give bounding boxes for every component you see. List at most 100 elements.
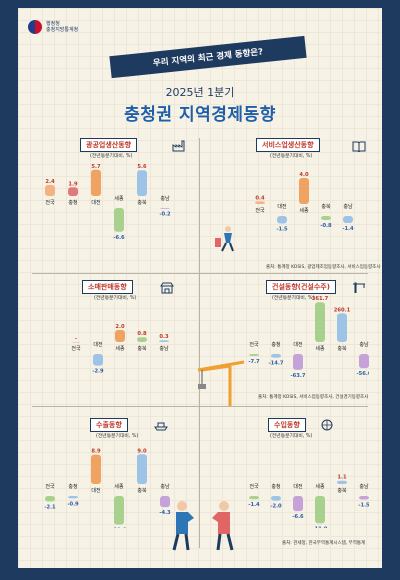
bar-충북 (321, 216, 331, 220)
panel-title: 수출동향 (90, 418, 128, 432)
logo-line2: 충청지방통계청 (46, 27, 79, 33)
bar-충청 (68, 187, 78, 196)
bar-전국 (71, 342, 81, 343)
bar-충청 (271, 354, 281, 358)
panel-unit: (전년동분기대비, %) (90, 154, 133, 159)
category-label: 충남 (160, 483, 170, 490)
panel-unit: (전년동분기대비, %) (94, 296, 137, 301)
category-label: 충청 (271, 341, 280, 348)
category-label: 세종 (315, 345, 325, 352)
panel-source: 출처: 통계청 KOSIS, 광업제조업동향조사, 서비스업동향조사 (266, 265, 381, 270)
value-label: -0.2 (159, 212, 171, 218)
category-label: 충청 (68, 199, 77, 206)
panel-title: 소매판매동향 (82, 280, 133, 294)
logo-line1: 행정청 (46, 21, 60, 27)
panel-unit: (전년동분기대비, %) (270, 434, 313, 439)
bar-세종 (114, 208, 124, 232)
category-label: 충북 (337, 345, 347, 352)
category-label: 대전 (91, 487, 101, 494)
panel-title: 광공업생산동향 (80, 138, 138, 152)
value-label: -1.4 (248, 502, 260, 508)
crane-icon (352, 279, 366, 293)
construction-chart: 전국 -7.7 충청 -14.7 대전 -63.7 세종 361.7 충북 260.1 충남 -56.… (248, 296, 369, 379)
value-label: -7.7 (248, 359, 260, 365)
bar-대전 (93, 354, 103, 366)
value-label: 361.7 (312, 296, 329, 302)
panel-export: 수출동향 (전년동분기대비, %) 전국-2.1충청-0.9대전8.9세종-11… (32, 408, 197, 548)
category-label: 대전 (277, 203, 287, 210)
ship-icon (154, 416, 168, 431)
shop-icon (160, 279, 174, 294)
value-label: 2.4 (45, 179, 55, 185)
value-label: 5.7 (91, 164, 101, 170)
value-label: 0.3 (159, 334, 169, 340)
taegeuk-logo-icon (28, 20, 42, 34)
globe-exchange-icon (320, 416, 334, 431)
category-label: 충남 (359, 341, 369, 348)
value-label: -4.3 (159, 510, 171, 516)
category-label: 대전 (93, 341, 103, 348)
value-label: 260.1 (334, 307, 351, 313)
category-label: 세종 (114, 195, 124, 202)
bar-충남 (359, 354, 369, 369)
category-label: 전국 (249, 341, 259, 348)
bar-충북 (137, 170, 147, 196)
column-divider (199, 138, 200, 548)
panel-unit: (전년동분기대비, %) (96, 434, 139, 439)
panel-construction: 건설동향(건설수주) (전년동분기대비, %) 전국 -7.7 충청 -14.7 대전 -… (204, 276, 369, 404)
value-label: -1.5 (276, 227, 288, 233)
bar-전국 (45, 496, 55, 502)
bar-충청 (271, 496, 281, 501)
category-label: 전국 (45, 483, 55, 490)
bar-충남 (159, 340, 169, 342)
value-label: -6.6 (292, 514, 304, 520)
crane-illustration-icon (197, 360, 245, 406)
panel-retail: 소매판매동향 (전년동분기대비, %) 전국 - 대전 -2.9 세종 2.0 충북 0.8 충… (32, 276, 197, 404)
value-label: 8.9 (91, 449, 101, 455)
bar-대전 (91, 454, 101, 484)
bar-대전 (91, 169, 101, 196)
category-label: 충남 (160, 195, 170, 202)
category-label: 충북 (137, 487, 147, 494)
panel-mining: 광공업생산동향 (전년동분기대비, %) 전국 2.4 충청 1.9 대전 5.7 세종 -6… (32, 132, 197, 272)
page-title: 충청권 지역경제동향 (124, 105, 276, 125)
bar-세종 (114, 496, 124, 525)
category-label: 대전 (293, 483, 303, 490)
bar-충남 (160, 496, 170, 508)
category-label: 충청 (271, 483, 280, 490)
value-label: -63.7 (291, 373, 306, 379)
bar-전국 (45, 184, 55, 196)
value-label: -2.9 (92, 369, 104, 375)
value-label: 4.0 (299, 172, 309, 178)
panel-unit: (전년동분기대비, %) (272, 296, 315, 301)
bar-대전 (277, 216, 287, 224)
panel-service: 서비스업생산동향 (전년동분기대비, %) 전국 0.4 대전 -1.5 세종 4.0 충북… (204, 132, 380, 272)
bar-전국 (255, 201, 265, 204)
value-label: 1.9 (68, 181, 78, 187)
bar-충남 (160, 208, 170, 209)
value-label: -2.1 (44, 504, 56, 510)
infographic-frame: 행정청 충청지방통계청 우리 지역의 최근 경제 동향은? 2025년 1분기 … (18, 8, 382, 568)
value-label: -2.0 (270, 504, 282, 510)
category-label: 충북 (337, 487, 347, 494)
value-label: -56.6 (357, 371, 369, 377)
agency-logo: 행정청 충청지방통계청 (28, 20, 78, 34)
category-label: 세종 (115, 345, 125, 352)
book-icon (352, 137, 366, 153)
bar-전국 (249, 354, 259, 356)
category-label: 세종 (315, 483, 325, 490)
category-label: 전국 (255, 207, 265, 214)
value-label: -0.9 (67, 501, 79, 507)
bar-충남 (343, 216, 353, 223)
value-label: 2.0 (115, 324, 125, 330)
bar-충남 (359, 496, 369, 500)
bar-충청 (68, 496, 78, 499)
traveler-illustration-icon (215, 226, 234, 252)
value-label: 0.4 (255, 195, 265, 201)
category-label: 충남 (159, 345, 169, 352)
category-label: 충청 (68, 483, 77, 490)
value-label: - (75, 336, 77, 342)
value-label: -14.7 (269, 361, 284, 367)
retail-chart: 전국 - 대전 -2.9 세종 2.0 충북 0.8 충남 0.3 (71, 324, 169, 375)
panel-import: 수입동향 (전년동분기대비, %) 전국 -1.4 충청 -2.0 대전 -6.6 세종 -1… (204, 408, 369, 548)
